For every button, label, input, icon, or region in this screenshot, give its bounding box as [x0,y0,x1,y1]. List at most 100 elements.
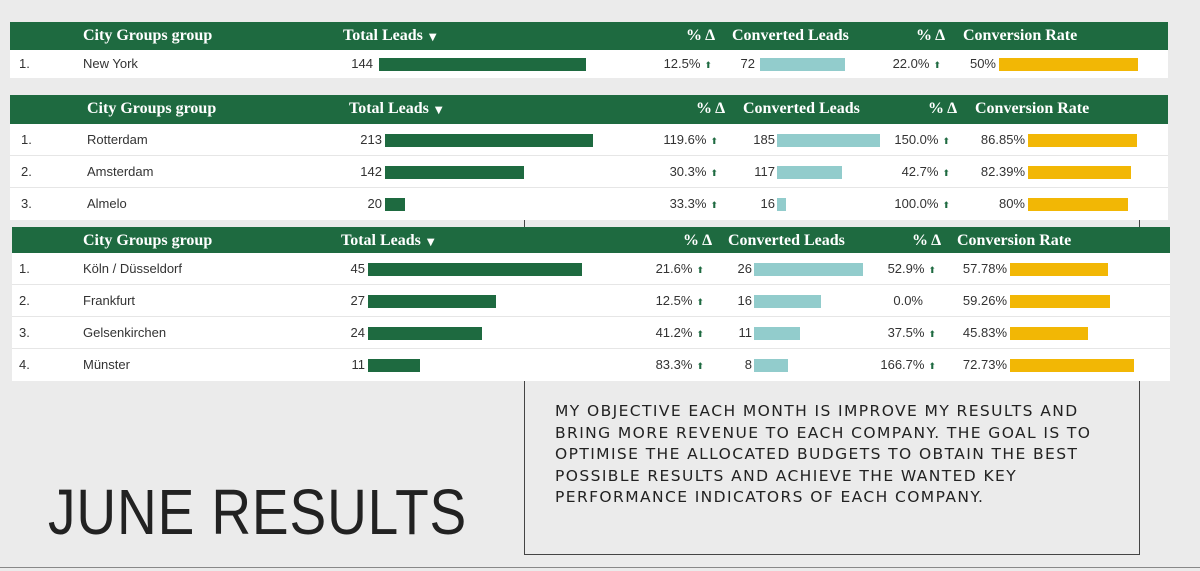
sort-down-icon[interactable]: ▼ [426,237,435,248]
total-leads-value: 27 [350,293,365,308]
converted-delta-value: 150.0% [894,132,939,147]
table-row: 3. Gelsenkirchen 24 41.2% ⬆ 11 37.5% ⬆ 45.83% [12,317,1170,349]
results-table-netherlands: City Groups group Total Leads ▼ % Δ Converte… [10,95,1168,220]
bottom-divider [0,567,1200,568]
table-row: 2. Amsterdam 142 30.3% ⬆ 117 42.7% ⬆ 82.39% [10,156,1168,188]
header-converted-leads[interactable]: Converted Leads [732,27,849,44]
converted-leads-bar [754,263,863,276]
arrow-up-icon: ⬆ [696,265,704,275]
header-converted-delta[interactable]: % Δ [912,232,942,249]
header-group[interactable]: City Groups group [87,100,217,117]
header-conversion-rate[interactable]: Conversion Rate [963,27,1078,44]
leads-delta-value: 83.3% [655,357,693,372]
converted-delta: 42.7% ⬆ [902,164,950,179]
conversion-rate-value: 50% [969,56,996,71]
total-leads-value: 144 [351,56,373,71]
results-table-new-york: City Groups group Total Leads ▼ % Δ Converte… [10,22,1168,78]
converted-delta: 150.0% ⬆ [894,132,950,147]
header-total-leads-label: Total Leads [341,232,421,249]
conversion-rate-value: 45.83% [962,325,1007,340]
conversion-rate-bar [1010,359,1134,372]
arrow-up-icon: ⬆ [933,60,941,70]
total-leads-bar [379,58,586,71]
leads-delta: 12.5% ⬆ [656,293,704,308]
table-row: 3. Almelo 20 33.3% ⬆ 16 100.0% ⬆ 80% [10,188,1168,220]
table-row: 4. Münster 11 83.3% ⬆ 8 166.7% ⬆ 72.73% [12,349,1170,381]
row-group-name: Almelo [87,196,127,211]
conversion-rate-value: 86.85% [980,132,1025,147]
results-table-germany: City Groups group Total Leads ▼ % Δ Converte… [12,227,1170,381]
row-index: 1. [19,261,30,276]
arrow-up-icon: ⬆ [696,361,704,371]
leads-delta-value: 12.5% [663,56,701,71]
conversion-rate-bar [1028,198,1128,211]
converted-delta: 0.0% [893,293,923,308]
converted-leads-bar [777,198,786,211]
header-leads-delta[interactable]: % Δ [683,232,713,249]
header-group[interactable]: City Groups group [83,232,213,249]
arrow-up-icon: ⬆ [704,60,712,70]
arrow-up-icon: ⬆ [696,297,704,307]
converted-leads-value: 11 [738,325,753,340]
converted-leads-bar [777,134,880,147]
table-row: 1. Rotterdam 213 119.6% ⬆ 185 150.0% ⬆ 86.85% [10,124,1168,156]
header-leads-delta[interactable]: % Δ [686,27,716,44]
converted-delta-value: 52.9% [887,261,925,276]
table-header: City Groups group Total Leads ▼ % Δ Converte… [10,95,1168,124]
row-group-name: Frankfurt [83,293,136,308]
row-index: 1. [19,56,30,71]
row-group-name: Gelsenkirchen [83,325,167,340]
converted-delta-value: 166.7% [880,357,925,372]
total-leads-bar [368,359,420,372]
header-converted-leads[interactable]: Converted Leads [728,232,845,249]
arrow-up-icon: ⬆ [710,136,718,146]
total-leads-value: 11 [351,357,366,372]
row-group-name: Köln / Düsseldorf [83,261,182,276]
row-index: 3. [21,196,32,211]
converted-delta-value: 100.0% [894,196,939,211]
converted-delta: 166.7% ⬆ [880,357,936,372]
converted-leads-value: 16 [760,196,775,211]
converted-delta-value: 22.0% [892,56,930,71]
header-conversion-rate[interactable]: Conversion Rate [975,100,1090,117]
total-leads-bar [368,327,482,340]
conversion-rate-value: 72.73% [962,357,1007,372]
leads-delta: 83.3% ⬆ [656,357,704,372]
row-index: 3. [19,325,30,340]
conversion-rate-value: 80% [998,196,1025,211]
arrow-up-icon: ⬆ [710,200,718,210]
header-total-leads[interactable]: Total Leads ▼ [349,100,443,118]
header-total-leads[interactable]: Total Leads ▼ [343,27,437,45]
conversion-rate-value: 57.78% [962,261,1007,276]
header-total-leads[interactable]: Total Leads ▼ [341,232,435,250]
total-leads-value: 20 [367,196,382,211]
sort-down-icon[interactable]: ▼ [428,32,437,43]
total-leads-value: 24 [350,325,365,340]
leads-delta: 21.6% ⬆ [656,261,704,276]
total-leads-value: 142 [360,164,382,179]
header-leads-delta[interactable]: % Δ [696,100,726,117]
arrow-up-icon: ⬆ [928,265,936,275]
conversion-rate-value: 59.26% [962,293,1007,308]
converted-leads-bar [754,295,821,308]
converted-leads-bar [754,359,788,372]
header-converted-leads[interactable]: Converted Leads [743,100,860,117]
header-converted-delta[interactable]: % Δ [916,27,946,44]
row-group-name: Amsterdam [87,164,154,179]
sort-down-icon[interactable]: ▼ [434,105,443,116]
converted-leads-value: 8 [744,357,752,372]
header-conversion-rate[interactable]: Conversion Rate [957,232,1072,249]
leads-delta: 33.3% ⬆ [670,196,718,211]
header-converted-delta[interactable]: % Δ [928,100,958,117]
converted-delta: 22.0% ⬆ [893,56,941,71]
conversion-rate-value: 82.39% [980,164,1025,179]
row-index: 2. [19,293,30,308]
conversion-rate-bar [1028,166,1131,179]
converted-leads-value: 185 [753,132,775,147]
header-group[interactable]: City Groups group [83,27,213,44]
conversion-rate-bar [1028,134,1137,147]
arrow-up-icon: ⬆ [942,136,950,146]
conversion-rate-bar [999,58,1138,71]
table-row: 1. New York 144 12.5% ⬆ 72 22.0% ⬆ 50% [10,50,1168,78]
leads-delta: 12.5% ⬆ [664,56,712,71]
